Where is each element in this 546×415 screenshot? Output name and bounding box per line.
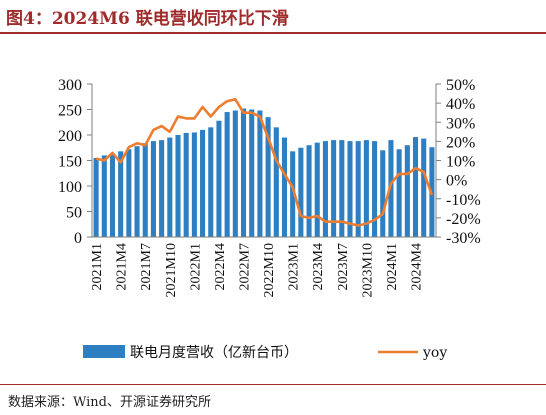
bar-2023M5 <box>322 141 328 237</box>
y-tick-label: 50 <box>66 205 82 222</box>
x-tick-label: 2024M1 <box>385 243 400 290</box>
x-tick-label: 2023M4 <box>311 243 326 290</box>
bar-2021M3 <box>109 154 116 237</box>
bar-2021M9 <box>159 140 165 237</box>
y2-tick-label: 0% <box>446 173 467 190</box>
x-tick-label: 2022M10 <box>262 243 277 297</box>
x-tick-label: 2021M4 <box>115 243 130 290</box>
x-tick-label: 2022M7 <box>238 243 253 290</box>
x-tick-label: 2022M1 <box>188 243 203 290</box>
bar-2022M6 <box>232 110 238 237</box>
y2-tick-label: 50% <box>446 77 475 94</box>
bar-2022M8 <box>249 109 255 237</box>
bar-2021M8 <box>150 141 156 237</box>
y-tick-label: 100 <box>58 179 82 196</box>
chart-axes: 0 50 100 150 200 250 300 -30% -20% -10% 0% 10% 20% 30… <box>58 77 481 297</box>
y2-tick-label: 10% <box>446 154 475 171</box>
bar-2023M1 <box>290 151 296 237</box>
x-tick-label: 2022M4 <box>213 243 228 290</box>
y2-tick-label: 40% <box>446 96 475 113</box>
y-tick-label: 250 <box>58 103 82 120</box>
legend-bar-swatch <box>83 345 125 358</box>
bar-2022M7 <box>240 108 247 237</box>
bar-2023M10 <box>363 140 369 237</box>
y2-tick-label: -30% <box>446 230 481 247</box>
bar-2022M11 <box>273 127 279 237</box>
line-series <box>95 98 434 227</box>
bar-2023M8 <box>347 141 353 237</box>
bar-2022M5 <box>224 112 230 237</box>
y2-tick-label: -20% <box>446 211 481 228</box>
bar-2023M3 <box>306 145 312 237</box>
bar-2024M4 <box>412 137 419 237</box>
bar-2024M1 <box>388 140 394 237</box>
bar-2021M2 <box>101 155 107 237</box>
legend-line-label: yoy <box>422 345 447 361</box>
bar-2022M3 <box>208 127 214 237</box>
legend-bar-label: 联电月度营收（亿新台币） <box>130 345 298 361</box>
bar-2021M5 <box>126 149 132 237</box>
bar-2021M11 <box>175 135 181 237</box>
bar-2022M2 <box>200 129 206 237</box>
x-tick-label: 2021M10 <box>164 243 179 297</box>
chart-title: 图4：2024M6 联电营收同环比下滑 <box>6 9 289 29</box>
bar-2024M5 <box>421 138 427 237</box>
x-tick-label: 2021M1 <box>90 243 105 290</box>
bar-2022M10 <box>265 117 271 237</box>
bar-2023M6 <box>331 140 337 237</box>
x-tick-label: 2023M10 <box>360 243 375 297</box>
bar-2023M11 <box>372 141 378 237</box>
yoy-line <box>95 98 434 227</box>
title-divider <box>0 32 546 34</box>
x-tick-label: 2023M7 <box>336 243 351 290</box>
bar-2022M1 <box>191 132 197 237</box>
y-tick-label: 300 <box>58 77 82 94</box>
y-tick-label: 0 <box>74 230 82 247</box>
bar-2024M3 <box>404 145 410 237</box>
bar-2021M6 <box>134 146 140 237</box>
bar-2023M12 <box>380 150 386 237</box>
bar-2021M12 <box>183 132 189 237</box>
bar-series <box>93 108 435 237</box>
x-tick-label: 2021M7 <box>139 243 154 290</box>
bar-2021M1 <box>93 157 99 237</box>
y2-tick-label: -10% <box>446 192 481 209</box>
y2-tick-label: 30% <box>446 115 475 132</box>
source-divider <box>0 384 546 385</box>
bar-2023M2 <box>298 147 304 237</box>
bar-2021M7 <box>142 143 148 237</box>
bar-2022M9 <box>257 110 263 237</box>
source-note: 数据来源：Wind、开源证券研究所 <box>8 395 211 410</box>
x-tick-label: 2023M1 <box>287 243 302 290</box>
bar-2023M9 <box>355 141 361 237</box>
bar-2021M10 <box>167 137 173 237</box>
combo-chart: 0 50 100 150 200 250 300 -30% -20% -10% 0% 10% 20% 30… <box>58 77 481 361</box>
x-tick-label: 2024M4 <box>410 243 425 290</box>
bar-2023M4 <box>314 142 320 237</box>
y-tick-label: 150 <box>58 154 82 171</box>
chart-legend: 联电月度营收（亿新台币） yoy <box>83 345 447 361</box>
bar-2022M4 <box>216 120 222 237</box>
bar-2024M2 <box>396 149 402 237</box>
bar-2023M7 <box>339 140 345 237</box>
bar-2022M12 <box>281 137 288 237</box>
y2-tick-label: 20% <box>446 134 475 151</box>
y-tick-label: 200 <box>58 128 82 145</box>
bar-2021M4 <box>118 151 124 237</box>
